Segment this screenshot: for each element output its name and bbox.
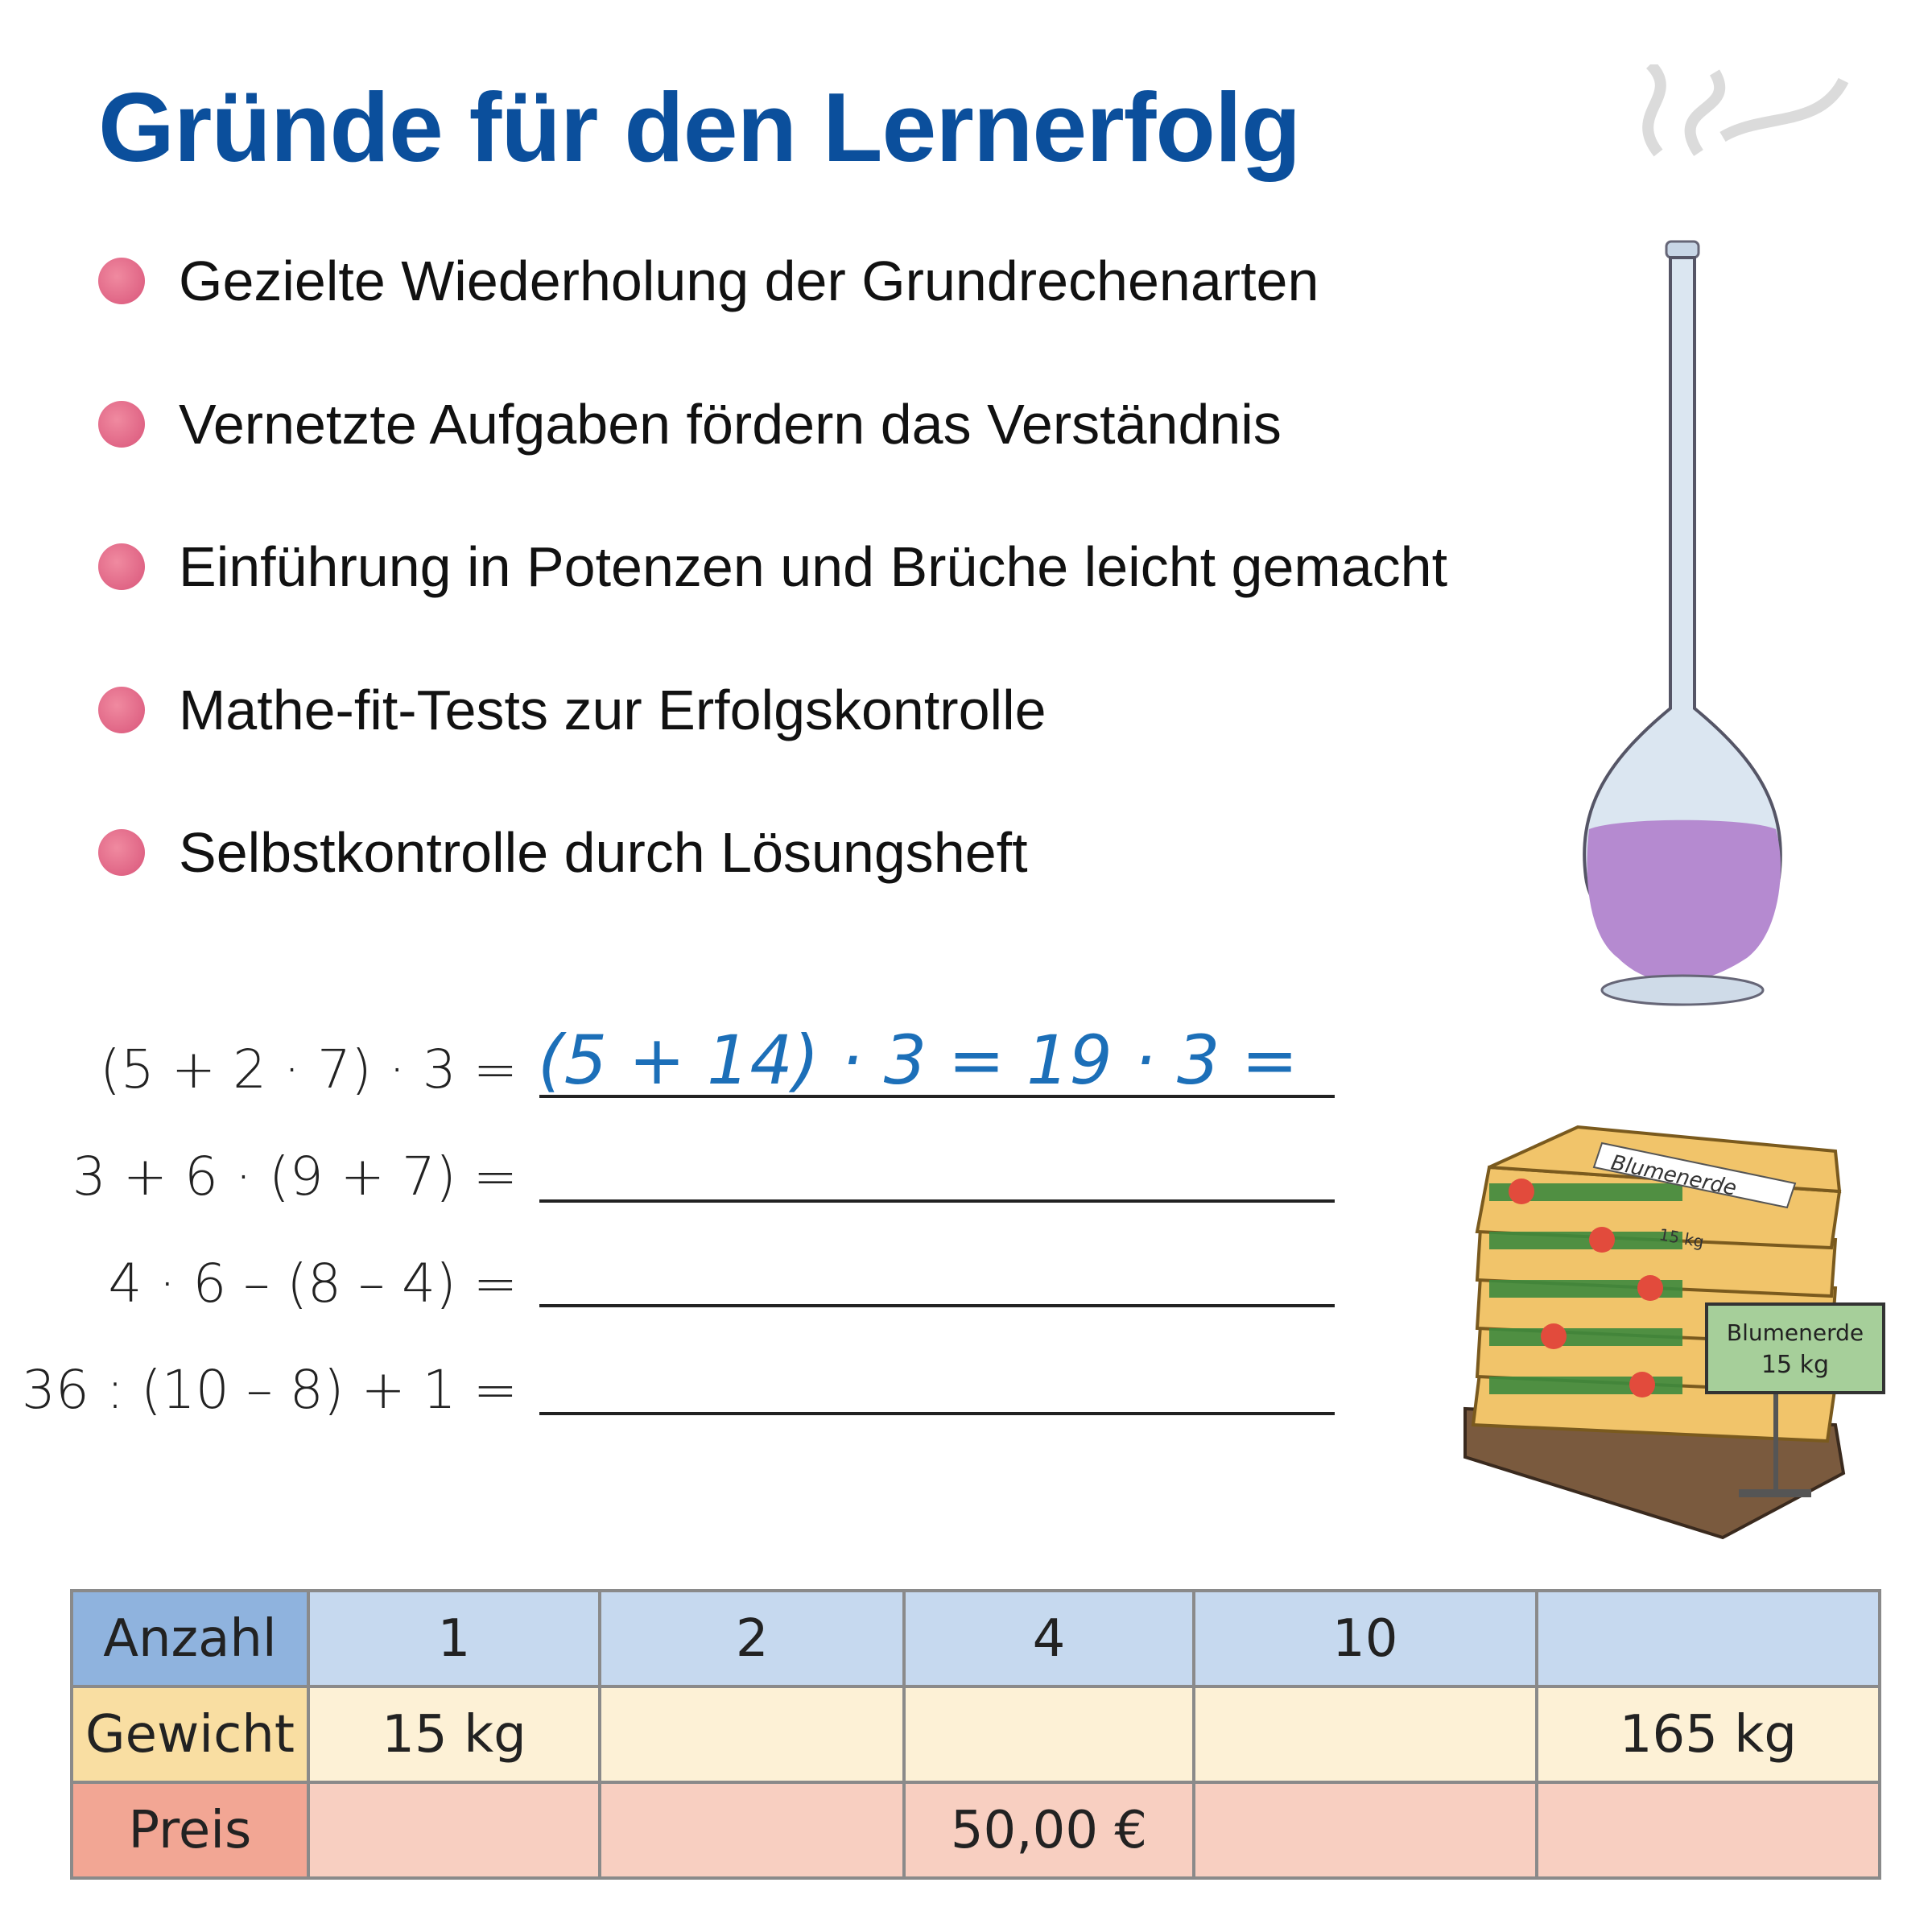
table-cell[interactable]	[306, 1781, 602, 1880]
bullet-text: Mathe-fit-Tests zur Erfolgskontrolle	[179, 679, 1046, 741]
table-cell[interactable]	[598, 1781, 906, 1880]
bullet-dot-icon	[98, 401, 145, 448]
table-cell[interactable]: 50,00 €	[902, 1781, 1195, 1880]
table-cell[interactable]	[1534, 1589, 1882, 1688]
answer-line[interactable]	[539, 1199, 1335, 1203]
exercise-answer-handwritten: (5 + 14) · 3 = 19 · 3 =	[538, 1021, 1298, 1100]
bullet-text: Gezielte Wiederholung der Grundrechenart…	[179, 250, 1319, 312]
table-cell[interactable]: 1	[306, 1589, 602, 1688]
table-cell[interactable]	[1191, 1781, 1538, 1880]
answer-line[interactable]	[539, 1412, 1335, 1415]
table-cell[interactable]	[1534, 1781, 1882, 1880]
answer-line[interactable]	[539, 1095, 1335, 1098]
table-cell[interactable]: 2	[598, 1589, 906, 1688]
table-cell[interactable]: 165 kg	[1534, 1685, 1882, 1784]
row-header: Preis	[70, 1781, 310, 1880]
bullet-dot-icon	[98, 687, 145, 733]
row-header: Anzahl	[70, 1589, 310, 1688]
soil-bags-illustration: Blumenerde 15 kg Blumenerde 15 kg	[1463, 1125, 1885, 1540]
table-cell[interactable]: 4	[902, 1589, 1195, 1688]
bullet-item: Selbstkontrolle durch Lösungsheft	[98, 820, 1028, 885]
table-cell[interactable]	[598, 1685, 906, 1784]
exercise-expression: 36 : (10 – 8) + 1 =	[21, 1359, 518, 1421]
bullet-item: Vernetzte Aufgaben fördern das Verständn…	[98, 392, 1282, 456]
table-cell[interactable]	[1191, 1685, 1538, 1784]
exercise-expression: 3 + 6 · (9 + 7) =	[72, 1146, 518, 1208]
table-cell[interactable]	[902, 1685, 1195, 1784]
bullet-text: Einführung in Potenzen und Brüche leicht…	[179, 535, 1448, 598]
table-row-anzahl: Anzahl 1 2 4 10	[70, 1589, 1882, 1688]
page-title: Gründe für den Lernerfolg	[98, 72, 1301, 182]
bullet-item: Gezielte Wiederholung der Grundrechenart…	[98, 249, 1319, 313]
bullet-dot-icon	[98, 829, 145, 876]
answer-line[interactable]	[539, 1304, 1335, 1307]
quantity-table: Anzahl 1 2 4 10 Gewicht 15 kg 165 kg Pre…	[70, 1589, 1882, 1880]
row-header: Gewicht	[70, 1685, 310, 1784]
table-cell[interactable]: 10	[1191, 1589, 1538, 1688]
bullet-text: Vernetzte Aufgaben fördern das Verständn…	[179, 393, 1282, 456]
sign-label: Blumenerde	[1727, 1319, 1864, 1346]
table-row-preis: Preis 50,00 €	[70, 1781, 1882, 1880]
table-row-gewicht: Gewicht 15 kg 165 kg	[70, 1685, 1882, 1784]
bullet-text: Selbstkontrolle durch Lösungsheft	[179, 821, 1028, 884]
table-cell[interactable]: 15 kg	[306, 1685, 602, 1784]
exercise-expression: (5 + 2 · 7) · 3 =	[100, 1038, 518, 1100]
bullet-item: Mathe-fit-Tests zur Erfolgskontrolle	[98, 678, 1046, 742]
bullet-dot-icon	[98, 258, 145, 304]
exercise-expression: 4 · 6 – (8 – 4) =	[108, 1253, 518, 1315]
bullet-item: Einführung in Potenzen und Brüche leicht…	[98, 535, 1447, 599]
sign-weight: 15 kg	[1761, 1351, 1829, 1379]
bullet-dot-icon	[98, 543, 145, 590]
flask-illustration	[1583, 64, 1849, 1006]
